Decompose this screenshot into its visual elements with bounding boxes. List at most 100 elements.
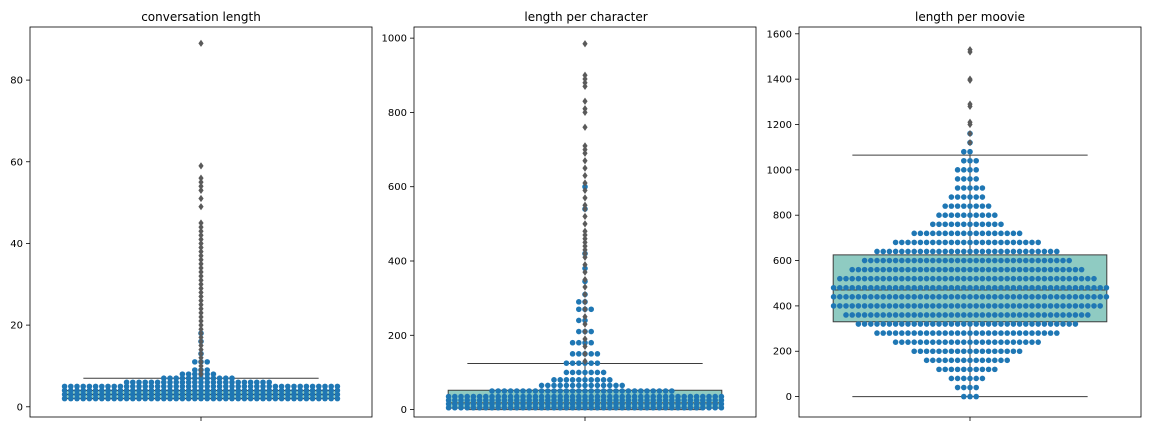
swarm-point xyxy=(954,339,961,345)
swarm-point xyxy=(961,366,967,373)
swarm-point xyxy=(967,321,973,327)
y-tick-label: 600 xyxy=(773,256,792,267)
swarm-point xyxy=(161,387,167,394)
swarm-point xyxy=(942,248,948,255)
swarm-point xyxy=(899,339,905,345)
swarm-point xyxy=(594,369,601,376)
swarm-point xyxy=(1004,321,1010,327)
swarm-point xyxy=(892,239,899,246)
swarm-point xyxy=(1041,312,1048,318)
swarm-point xyxy=(917,230,924,237)
outlier-marker xyxy=(198,288,204,297)
swarm-point xyxy=(247,379,254,386)
swarm-point xyxy=(1060,294,1066,300)
swarm-point xyxy=(892,312,899,318)
swarm-point xyxy=(942,221,948,228)
swarm-point xyxy=(247,395,254,402)
swarm-point xyxy=(1004,357,1010,364)
swarm-point xyxy=(843,275,849,282)
swarm-point xyxy=(979,357,986,364)
outlier-marker xyxy=(198,305,204,313)
swarm-point xyxy=(111,391,117,398)
swarm-point xyxy=(880,257,886,264)
swarm-point xyxy=(942,284,948,291)
swarm-point xyxy=(985,303,992,309)
swarm-point xyxy=(669,393,675,400)
outlier-marker xyxy=(582,108,588,117)
swarm-point xyxy=(1060,312,1066,318)
swarm-point xyxy=(954,348,961,355)
outlier-marker xyxy=(198,182,204,190)
swarm-point xyxy=(229,383,235,390)
swarm-point xyxy=(967,230,973,237)
swarm-point xyxy=(260,395,266,402)
swarm-point xyxy=(967,330,973,336)
swarm-point xyxy=(1066,294,1072,300)
swarm-point xyxy=(954,303,961,309)
swarm-point xyxy=(334,387,341,394)
swarm-point xyxy=(662,388,669,394)
swarm-point xyxy=(68,383,74,390)
outlier-marker xyxy=(198,313,204,321)
swarm-point xyxy=(911,330,917,336)
swarm-point xyxy=(557,382,563,389)
swarm-point xyxy=(229,395,235,402)
outlier-marker xyxy=(198,341,204,350)
swarm-point xyxy=(961,185,967,191)
swarm-point xyxy=(1072,321,1079,327)
outlier-marker xyxy=(582,97,588,105)
swarm-point xyxy=(942,266,948,273)
swarm-point xyxy=(967,248,973,255)
swarm-point xyxy=(880,284,886,291)
swarm-point xyxy=(1060,321,1066,327)
swarm-point xyxy=(588,360,594,366)
swarm-point xyxy=(998,339,1004,345)
swarm-point xyxy=(899,294,905,300)
swarm-point xyxy=(198,375,204,382)
swarm-point xyxy=(1047,303,1054,309)
y-tick-label: 200 xyxy=(388,331,407,342)
swarm-point xyxy=(1054,284,1060,291)
swarm-point xyxy=(1016,294,1023,300)
swarm-point xyxy=(899,312,905,318)
swarm-point xyxy=(1054,294,1060,300)
swarm-point xyxy=(613,382,619,389)
outlier-marker xyxy=(967,139,973,147)
swarm-point xyxy=(961,148,967,155)
swarm-point xyxy=(185,371,192,377)
swarm-point xyxy=(161,379,167,386)
swarm-point xyxy=(992,248,998,255)
swarm-point xyxy=(942,330,948,336)
swarm-point xyxy=(868,284,874,291)
plot-area: 0 200 400 600 800 1000 xyxy=(382,26,757,421)
swarm-point xyxy=(905,312,911,318)
swarm-point xyxy=(1072,303,1079,309)
swarm-point xyxy=(1072,275,1079,282)
swarm-point xyxy=(185,391,192,398)
swarm-point xyxy=(1072,266,1079,273)
swarm-point xyxy=(961,384,967,391)
swarm-point xyxy=(954,284,961,291)
swarm-point xyxy=(905,266,911,273)
swarm-point xyxy=(216,395,223,402)
swarm-point xyxy=(538,393,545,400)
swarm-point xyxy=(545,388,551,394)
swarm-point xyxy=(1004,330,1010,336)
swarm-point xyxy=(1035,275,1041,282)
outlier-marker xyxy=(582,105,588,113)
swarm-point xyxy=(1004,303,1010,309)
swarm-point xyxy=(967,348,973,355)
y-tick-label: 40 xyxy=(10,239,23,250)
swarm-point xyxy=(80,391,86,398)
swarm-point xyxy=(961,203,967,209)
swarm-point xyxy=(979,303,986,309)
swarm-point xyxy=(74,395,80,402)
swarm-point xyxy=(576,351,582,357)
swarm-point xyxy=(1035,312,1041,318)
swarm-point xyxy=(260,387,266,394)
swarm-point xyxy=(992,230,998,237)
swarm-point xyxy=(526,393,532,400)
swarm-point xyxy=(1023,248,1029,255)
swarm-point xyxy=(973,384,979,391)
swarm-point xyxy=(111,387,117,394)
